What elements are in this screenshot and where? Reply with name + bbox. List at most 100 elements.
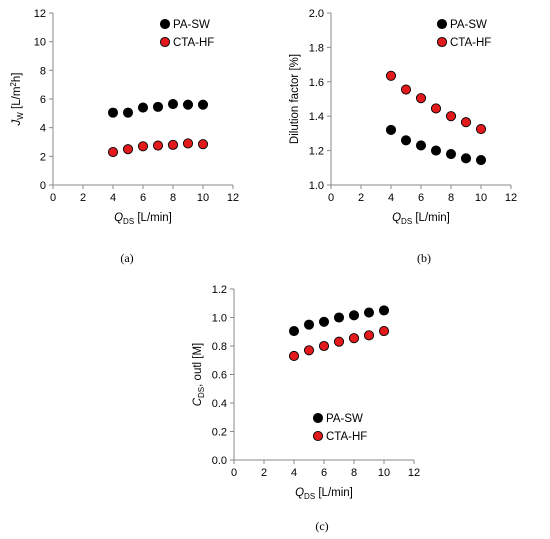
y-tick-label: 2.0 xyxy=(309,8,324,20)
series-cta-hf xyxy=(385,70,487,135)
data-point xyxy=(167,139,179,150)
legend-label: PA-SW xyxy=(173,19,210,31)
data-point xyxy=(197,99,209,110)
x-tick-label: 4 xyxy=(291,467,297,479)
data-point xyxy=(400,135,412,146)
legend-marker xyxy=(312,430,324,442)
y-tick-label: 1.0 xyxy=(309,180,324,192)
data-point xyxy=(303,345,315,356)
data-point xyxy=(348,310,360,321)
legend-label: CTA-HF xyxy=(326,431,367,443)
x-tick-label: 0 xyxy=(328,192,334,204)
x-tick-label: 4 xyxy=(388,192,394,204)
x-axis-title-sub: DS xyxy=(304,492,315,501)
data-point xyxy=(318,340,330,352)
data-point xyxy=(460,153,472,164)
data-point xyxy=(333,312,345,323)
data-point xyxy=(288,350,300,362)
x-axis-title-rest: [L/min] xyxy=(412,212,450,224)
y-axis-title-sub: DS xyxy=(197,387,206,398)
legend-label: PA-SW xyxy=(450,19,487,31)
series-cta-hf xyxy=(288,325,390,362)
y-axis-title-sup: 2 xyxy=(9,82,18,87)
data-point xyxy=(445,111,457,122)
data-point xyxy=(415,140,427,151)
y-tick-label: 0 xyxy=(40,180,46,192)
data-point xyxy=(385,70,397,81)
chart-panel-b: 0 2 4 6 8 10 12 1.0 1.2 1.4 1.6 1.8 2.0 QDS [L/min] Di… xyxy=(289,8,517,265)
x-tick-label: 12 xyxy=(227,192,239,204)
x-tick-label: 0 xyxy=(231,467,237,479)
x-axis-title-main: Q xyxy=(295,487,304,499)
x-axis-title: QDS [L/min] xyxy=(295,487,353,501)
x-tick-label: 2 xyxy=(358,192,364,204)
x-tick-label: 8 xyxy=(351,467,357,479)
series-pa-sw xyxy=(385,124,487,166)
x-tick-label: 10 xyxy=(475,192,487,204)
y-axis-title-sub: W xyxy=(16,112,25,120)
data-point xyxy=(152,140,164,151)
data-point xyxy=(378,325,390,337)
y-tick-label: 1.2 xyxy=(212,284,227,296)
legend-label: CTA-HF xyxy=(450,37,491,49)
y-tick-label: 0.8 xyxy=(212,341,227,353)
data-point xyxy=(167,98,179,110)
data-point xyxy=(460,117,472,128)
x-tick-label: 12 xyxy=(408,467,420,479)
data-point xyxy=(182,99,194,110)
x-tick-label: 12 xyxy=(505,192,517,204)
x-axis-title: QDS [L/min] xyxy=(114,212,172,226)
y-tick-label: 1.2 xyxy=(309,146,324,158)
legend-marker xyxy=(159,36,171,48)
y-tick-label: 0.6 xyxy=(212,370,227,382)
y-tick-label: 1.4 xyxy=(309,111,324,123)
data-point xyxy=(445,148,457,160)
x-axis-title-sub: DS xyxy=(401,217,412,226)
panel-caption: (c) xyxy=(315,519,328,533)
y-tick-label: 6 xyxy=(40,94,46,106)
y-axis-title: Dilution factor [%] xyxy=(289,54,301,144)
data-point xyxy=(430,103,442,114)
series-pa-sw xyxy=(107,98,209,118)
y-tick-label: 1.0 xyxy=(212,313,227,325)
data-point xyxy=(400,84,412,95)
y-axis-title-rest: [L/m xyxy=(11,87,23,113)
data-point xyxy=(415,93,427,104)
data-point xyxy=(107,107,119,118)
y-axis-title-main: C xyxy=(192,397,204,406)
legend-marker xyxy=(436,36,448,48)
x-tick-label: 10 xyxy=(378,467,390,479)
y-axis-title-tail: h] xyxy=(11,73,23,83)
data-point xyxy=(122,144,134,155)
data-point xyxy=(107,146,119,158)
data-point xyxy=(363,330,375,341)
x-axis-title: QDS [L/min] xyxy=(392,212,450,226)
legend-marker xyxy=(312,412,324,424)
legend-marker xyxy=(436,18,448,30)
y-axis-title-main: Dilution factor [%] xyxy=(289,54,301,144)
x-tick-label: 0 xyxy=(50,192,56,204)
data-point xyxy=(182,138,194,149)
x-axis-title-main: Q xyxy=(392,212,401,224)
data-point xyxy=(385,124,397,136)
data-point xyxy=(303,319,315,330)
y-axis-title: CDS, outl [M] xyxy=(192,343,206,407)
x-tick-label: 6 xyxy=(418,192,424,204)
data-point xyxy=(333,336,345,347)
legend-label: CTA-HF xyxy=(173,37,214,49)
data-point xyxy=(197,139,209,150)
y-tick-label: 4 xyxy=(40,123,46,135)
data-point xyxy=(363,307,375,318)
data-point xyxy=(152,101,164,112)
y-tick-label: 8 xyxy=(40,65,46,77)
series-pa-sw xyxy=(288,305,390,337)
y-tick-label: 12 xyxy=(34,8,46,20)
data-point xyxy=(137,141,149,152)
data-point xyxy=(378,305,390,316)
data-point xyxy=(318,316,330,327)
x-tick-label: 8 xyxy=(448,192,454,204)
y-tick-label: 1.8 xyxy=(309,42,324,54)
y-tick-label: 10 xyxy=(34,37,46,49)
